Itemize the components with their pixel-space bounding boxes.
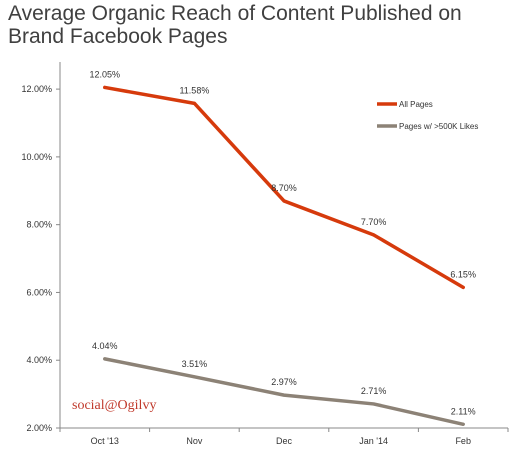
x-tick-label: Dec [276, 436, 293, 446]
data-point [192, 101, 196, 105]
y-tick-label: 2.00% [26, 423, 52, 433]
data-label: 7.70% [361, 217, 387, 227]
y-tick-label: 12.00% [21, 84, 52, 94]
y-tick-label: 6.00% [26, 287, 52, 297]
data-label: 3.51% [182, 359, 208, 369]
data-point [192, 375, 196, 379]
legend: All Pages Pages w/ >500K Likes [377, 100, 478, 131]
data-label: 2.11% [451, 406, 476, 416]
data-point [372, 402, 376, 406]
y-tick-label: 10.00% [21, 152, 52, 162]
y-tick-label: 4.00% [26, 355, 52, 365]
data-label: 11.58% [179, 85, 209, 95]
y-axis-ticks: 2.00% 4.00% 6.00% 8.00% 10.00% 12.00% [21, 84, 60, 433]
data-point [282, 393, 286, 397]
data-point [103, 357, 107, 361]
data-point [461, 422, 465, 426]
data-label: 12.05% [90, 69, 121, 79]
series-group [103, 85, 465, 427]
axes [59, 62, 508, 429]
chart-title: Average Organic Reach of Content Publish… [8, 2, 523, 48]
x-tick-label: Jan '14 [359, 436, 388, 446]
y-tick-label: 8.00% [26, 220, 52, 230]
brand-logo-text: social@Ogilvy [72, 398, 156, 413]
x-tick-label: Nov [186, 436, 203, 446]
data-label: 8.70% [271, 183, 297, 193]
data-point [372, 233, 376, 237]
data-point [461, 285, 465, 289]
data-label: 2.97% [271, 377, 297, 387]
legend-label: Pages w/ >500K Likes [399, 122, 478, 131]
chart-title-line-1: Average Organic Reach of Content Publish… [8, 2, 462, 25]
data-label: 6.15% [450, 269, 476, 279]
data-point [282, 199, 286, 203]
data-label: 2.71% [361, 386, 387, 396]
legend-label: All Pages [399, 100, 433, 109]
chart-title-line-2: Brand Facebook Pages [8, 25, 228, 48]
data-labels: 12.05% 11.58% 8.70% 7.70% 6.15% 4.04% 3.51% 2.9… [90, 69, 476, 416]
x-tick-label: Feb [455, 436, 471, 446]
data-label: 4.04% [92, 341, 118, 351]
x-axis-ticks: Oct '13 Nov Dec Jan '14 Feb [59, 428, 509, 446]
data-point [103, 85, 107, 89]
series-line-large-pages [103, 357, 465, 427]
x-tick-label: Oct '13 [91, 436, 119, 446]
